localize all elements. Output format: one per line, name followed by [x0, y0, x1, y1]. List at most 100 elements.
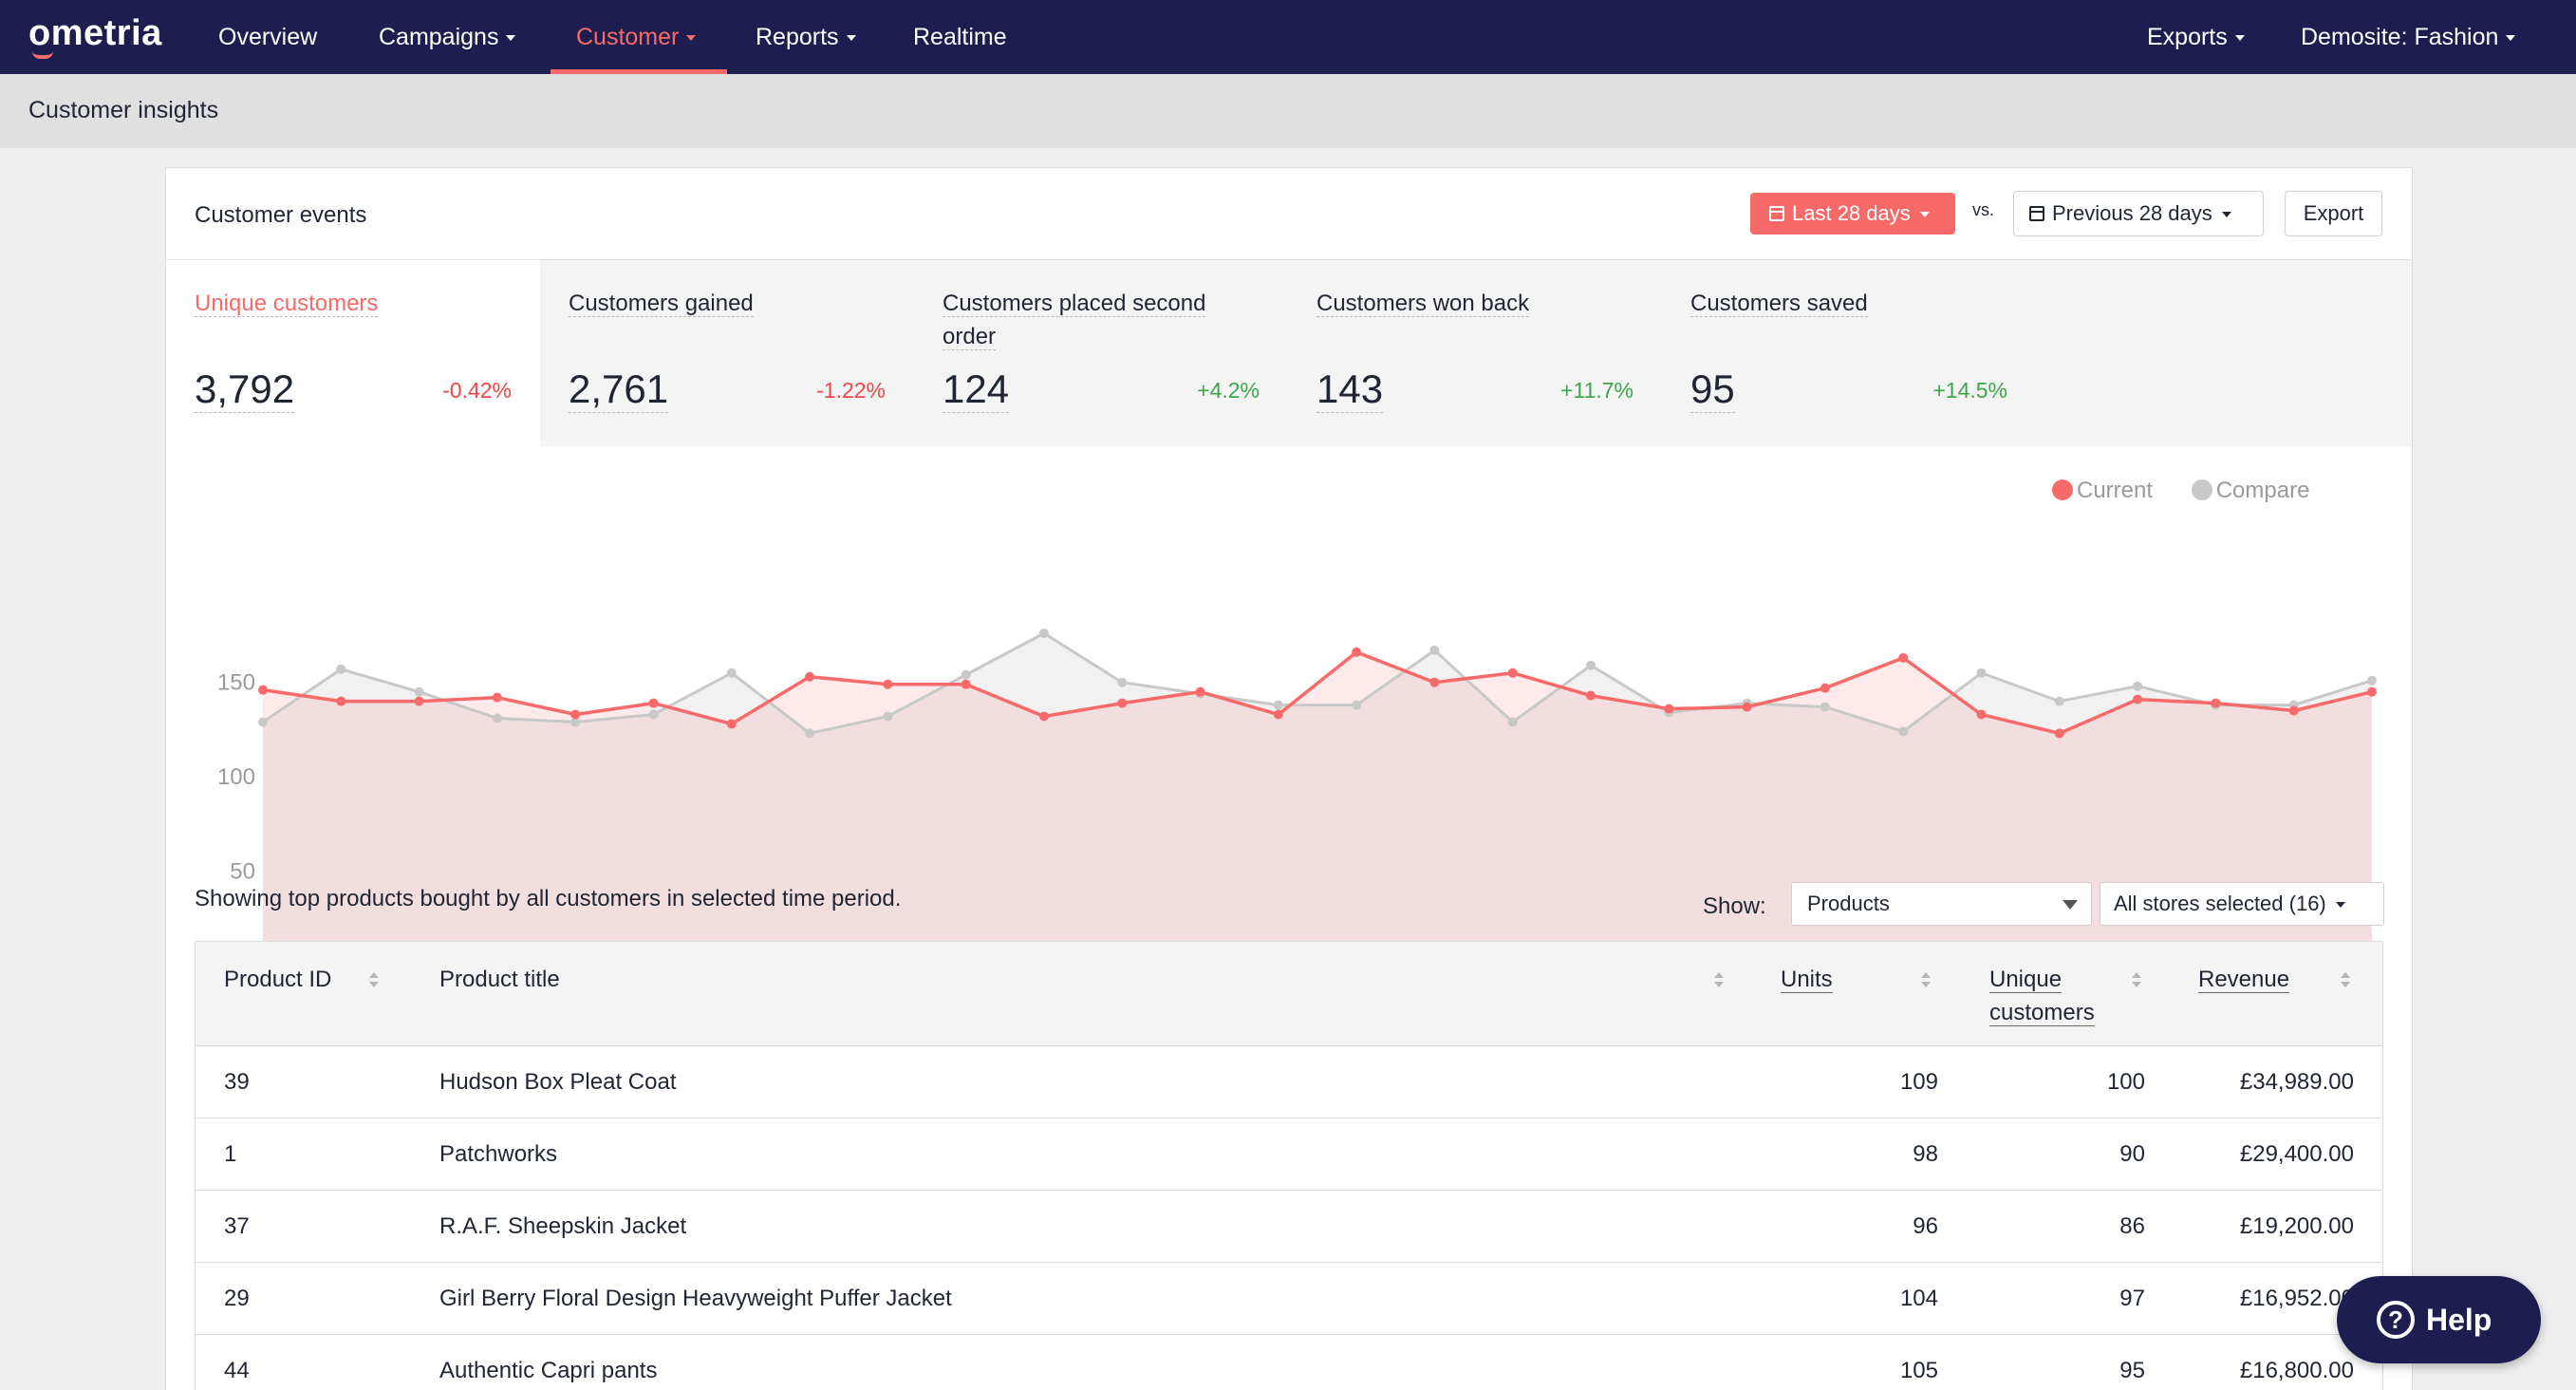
showing-text: Showing top products bought by all custo…	[195, 886, 902, 911]
data-point-current	[2211, 698, 2221, 708]
stores-dropdown[interactable]: All stores selected (16)	[2100, 882, 2384, 926]
table-row[interactable]: 44 Authentic Capri pants 105 95 £16,800.…	[196, 1335, 2382, 1390]
sort-icon[interactable]	[1714, 970, 1724, 991]
question-icon: ?	[2377, 1301, 2415, 1339]
page-title: Customer insights	[28, 97, 219, 123]
data-point-current	[1820, 683, 1830, 693]
metric-change: -1.22%	[816, 378, 886, 403]
header-unique-customers[interactable]: Unique customers	[1989, 967, 2095, 1026]
divider	[166, 259, 2412, 260]
export-button[interactable]: Export	[2285, 191, 2382, 236]
y-tick-label: 100	[217, 764, 255, 790]
cell-unique-customers: 90	[2119, 1141, 2145, 1167]
data-point-current	[648, 698, 659, 708]
data-point-current	[2054, 728, 2064, 739]
data-point-compare	[648, 709, 659, 720]
sort-icon[interactable]	[2341, 970, 2350, 991]
metric-value: 124	[943, 366, 1010, 413]
customer-events-card: Customer events Last 28 days vs. Previou…	[165, 167, 2413, 1390]
data-point-compare	[883, 711, 893, 722]
chevron-down-icon	[846, 35, 856, 42]
header-units[interactable]: Units	[1781, 967, 1833, 993]
data-point-current	[726, 719, 737, 729]
legend-dot-compare	[2191, 479, 2212, 500]
cell-product-id: 39	[224, 1069, 250, 1095]
cell-revenue: £16,800.00	[2239, 1358, 2354, 1383]
legend-compare[interactable]: Compare	[2191, 478, 2309, 503]
nav-campaigns[interactable]: Campaigns	[379, 0, 516, 74]
logo-smile-mark	[32, 51, 53, 59]
metric-change: +4.2%	[1197, 378, 1260, 403]
ometria-logo[interactable]: ometria	[28, 13, 162, 59]
sort-icon[interactable]	[2132, 970, 2141, 991]
data-point-current	[1038, 711, 1049, 722]
data-point-compare	[1038, 629, 1049, 639]
data-point-compare	[1507, 717, 1518, 727]
metric-change: +14.5%	[1932, 378, 2007, 403]
data-point-compare	[414, 686, 424, 697]
data-point-compare	[492, 713, 502, 723]
metric-customers-gained[interactable]: Customers gained 2,761 -1.22%	[540, 260, 914, 446]
cell-units: 109	[1899, 1069, 1938, 1095]
data-point-current	[883, 679, 893, 689]
data-point-compare	[570, 717, 581, 727]
nav-customer[interactable]: Customer	[576, 0, 697, 74]
metrics-row: Unique customers 3,792 -0.42% Customers …	[166, 260, 2412, 446]
data-point-compare	[726, 667, 737, 678]
header-product-id[interactable]: Product ID	[224, 967, 332, 992]
metric-unique-customers[interactable]: Unique customers 3,792 -0.42%	[166, 260, 540, 446]
table-row[interactable]: 1 Patchworks 98 90 £29,400.00	[196, 1118, 2382, 1191]
data-point-compare	[805, 728, 815, 739]
header-revenue[interactable]: Revenue	[2198, 967, 2290, 993]
data-point-current	[258, 685, 268, 695]
nav-demosite[interactable]: Demosite: Fashion	[2301, 0, 2516, 74]
data-point-compare	[1352, 700, 1362, 710]
legend-current[interactable]: Current	[2052, 478, 2153, 503]
table-row[interactable]: 29 Girl Berry Floral Design Heavyweight …	[196, 1263, 2382, 1335]
table-row[interactable]: 39 Hudson Box Pleat Coat 109 100 £34,989…	[196, 1046, 2382, 1118]
nav-exports[interactable]: Exports	[2147, 0, 2245, 74]
cell-product-id: 44	[224, 1358, 250, 1383]
active-nav-indicator	[551, 69, 727, 74]
chevron-down-icon	[1919, 212, 1930, 218]
y-tick-label: 50	[230, 859, 255, 885]
metric-second-order[interactable]: Customers placed second order 124 +4.2%	[914, 260, 1288, 446]
cell-revenue: £19,200.00	[2239, 1213, 2354, 1239]
compare-range-button[interactable]: Previous 28 days	[2013, 191, 2264, 236]
chart-legend: Current Compare	[2052, 478, 2342, 504]
date-range-button[interactable]: Last 28 days	[1750, 193, 1955, 235]
nav-realtime[interactable]: Realtime	[913, 24, 1007, 50]
sort-icon[interactable]	[1921, 970, 1931, 991]
data-point-current	[2288, 705, 2299, 716]
data-point-current	[1195, 686, 1205, 697]
data-point-current	[1586, 690, 1596, 701]
metric-won-back[interactable]: Customers won back 143 +11.7%	[1288, 260, 1662, 446]
data-point-current	[492, 692, 502, 703]
chevron-down-icon	[2221, 212, 2231, 218]
cell-unique-customers: 100	[2106, 1069, 2145, 1095]
nav-overview[interactable]: Overview	[218, 24, 318, 50]
metric-change: -0.42%	[442, 378, 512, 403]
cell-unique-customers: 86	[2119, 1213, 2145, 1239]
metric-label: Customers won back	[1316, 291, 1530, 317]
data-point-current	[1664, 704, 1674, 714]
cell-product-title: Hudson Box Pleat Coat	[439, 1069, 677, 1095]
sort-icon[interactable]	[369, 970, 379, 991]
nav-reports[interactable]: Reports	[756, 0, 856, 74]
calendar-icon	[1769, 206, 1784, 221]
cell-product-id: 1	[224, 1141, 237, 1167]
chevron-down-icon	[2506, 35, 2516, 42]
data-point-current	[1507, 667, 1518, 678]
cell-unique-customers: 97	[2119, 1286, 2145, 1311]
metric-customers-saved[interactable]: Customers saved 95 +14.5%	[1662, 260, 2036, 446]
data-point-compare	[1586, 660, 1596, 670]
data-point-current	[414, 696, 424, 706]
data-point-current	[961, 679, 971, 689]
cell-units: 105	[1899, 1358, 1938, 1383]
data-point-compare	[1976, 667, 1987, 678]
show-select[interactable]: Products	[1791, 882, 2092, 926]
header-product-title[interactable]: Product title	[439, 967, 560, 992]
table-row[interactable]: 37 R.A.F. Sheepskin Jacket 96 86 £19,200…	[196, 1191, 2382, 1263]
data-point-compare	[2133, 681, 2143, 691]
help-button[interactable]: ? Help	[2337, 1276, 2541, 1363]
